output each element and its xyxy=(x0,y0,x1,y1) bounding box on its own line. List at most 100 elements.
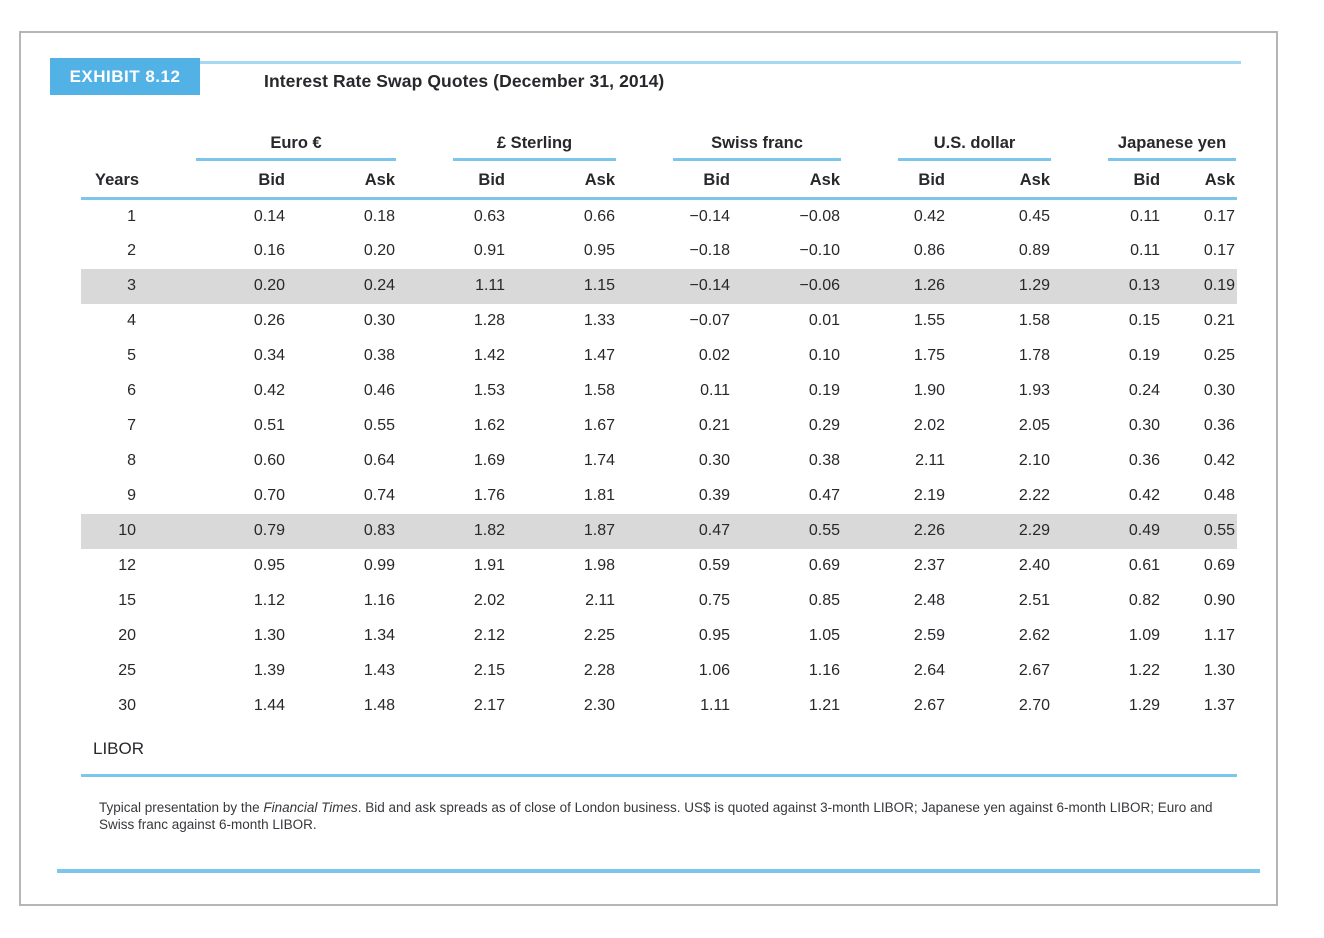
cell-value: 0.60 xyxy=(253,452,285,469)
group-header-3: Swiss franc xyxy=(617,133,842,162)
cell-value: 2.29 xyxy=(947,513,1053,549)
group-header-label: Japanese yen xyxy=(1108,134,1237,161)
cell-value: 0.49 xyxy=(1052,513,1163,549)
cell-value: 0.61 xyxy=(1128,557,1161,574)
cell-value: 1.48 xyxy=(363,697,396,714)
cell-year: 5 xyxy=(127,347,136,364)
cell-value: −0.14 xyxy=(617,268,733,304)
footnote-text-2: . Bid and ask spreads as of close of Lon… xyxy=(99,800,1213,832)
years-column-header: Years xyxy=(81,162,140,200)
cell-year: 9 xyxy=(127,487,136,504)
cell-value: 1.12 xyxy=(253,592,285,609)
bottom-rule xyxy=(57,869,1260,873)
cell-value: 0.30 xyxy=(1203,382,1236,399)
ask-column-header: Ask xyxy=(732,162,843,200)
cell-value: 1.09 xyxy=(1128,627,1161,644)
cell-value: 0.30 xyxy=(698,452,731,469)
cell-value: −0.06 xyxy=(732,268,843,304)
cell-value: 0.11 xyxy=(700,382,731,399)
cell-year: 6 xyxy=(127,382,136,399)
cell-value: 1.43 xyxy=(363,662,396,679)
cell-value: 0.91 xyxy=(473,242,506,259)
cell-value: 1.78 xyxy=(1018,347,1051,364)
cell-value: 0.19 xyxy=(1128,347,1161,364)
cell-value: 1.55 xyxy=(913,312,946,329)
cell-value: 2.17 xyxy=(473,697,506,714)
cell-value: 1.44 xyxy=(253,697,285,714)
footnote-source-name: Financial Times xyxy=(263,800,358,815)
ask-column-header: Ask xyxy=(287,162,398,200)
table-row: 4 0.26 0.30 1.28 1.33 −0.07 0.01 1.55 1.58 0.15 0.… xyxy=(81,304,1237,339)
table-row: 8 0.60 0.64 1.69 1.74 0.30 0.38 2.11 2.10 0.36 0.4… xyxy=(81,444,1237,479)
cell-value: 1.98 xyxy=(583,557,616,574)
ask-column-header: Ask xyxy=(507,162,618,200)
table-row: 30 1.44 1.48 2.17 2.30 1.11 1.21 2.67 2.70 1.29 1.… xyxy=(81,689,1237,724)
cell-value: 2.26 xyxy=(842,513,948,549)
cell-value: 0.63 xyxy=(473,207,506,225)
cell-value: 0.69 xyxy=(808,557,841,574)
cell-value: 1.11 xyxy=(700,697,731,714)
cell-value: 1.30 xyxy=(253,627,285,644)
cell-value: 1.37 xyxy=(1203,697,1236,714)
cell-value: 1.82 xyxy=(397,513,508,549)
cell-value: 1.29 xyxy=(947,268,1053,304)
cell-value: 0.70 xyxy=(253,487,285,504)
cell-value: 1.81 xyxy=(583,487,616,504)
cell-value: 0.64 xyxy=(363,452,396,469)
cell-value: 0.20 xyxy=(140,268,287,304)
cell-value: 2.59 xyxy=(913,627,946,644)
bid-column-header: Bid xyxy=(397,162,508,200)
cell-value: 1.28 xyxy=(473,312,506,329)
group-header-label: U.S. dollar xyxy=(898,134,1052,161)
cell-value: 0.36 xyxy=(1128,452,1161,469)
cell-value: 1.33 xyxy=(583,312,616,329)
cell-value: 0.11 xyxy=(1130,207,1161,225)
cell-value: 2.11 xyxy=(585,592,616,609)
cell-year: 15 xyxy=(118,592,136,609)
cell-value: 0.42 xyxy=(1128,487,1161,504)
cell-value: 2.37 xyxy=(913,557,946,574)
cell-value: 1.15 xyxy=(507,268,618,304)
group-header-5: Japanese yen xyxy=(1052,133,1237,162)
cell-value: 0.47 xyxy=(617,513,733,549)
cell-value: 2.64 xyxy=(913,662,946,679)
group-header-label: £ Sterling xyxy=(453,134,617,161)
cell-year: 20 xyxy=(118,627,136,644)
cell-value: 0.48 xyxy=(1203,487,1236,504)
cell-value: 2.19 xyxy=(913,487,946,504)
swap-table: Euro € £ Sterling Swiss franc U.S. dollar Ja… xyxy=(81,133,1238,777)
cell-value: 0.47 xyxy=(808,487,841,504)
table-row: 1 0.14 0.18 0.63 0.66 −0.14 −0.08 0.42 0.45 0.11 0… xyxy=(81,199,1237,234)
cell-value: 0.10 xyxy=(808,347,841,364)
cell-value: 0.66 xyxy=(583,207,616,225)
table-row: 2 0.16 0.20 0.91 0.95 −0.18 −0.10 0.86 0.89 0.11 0… xyxy=(81,234,1237,269)
cell-value: 2.25 xyxy=(583,627,616,644)
cell-value: 0.89 xyxy=(1018,242,1051,259)
cell-value: 0.21 xyxy=(1203,312,1236,329)
cell-year: 30 xyxy=(118,697,136,714)
cell-value: 0.99 xyxy=(363,557,396,574)
libor-label: LIBOR xyxy=(81,723,1238,777)
cell-value: 2.30 xyxy=(583,697,616,714)
cell-value: 0.16 xyxy=(253,242,285,259)
cell-value: 0.55 xyxy=(363,417,396,434)
group-header-label: Swiss franc xyxy=(673,134,842,161)
cell-value: 1.90 xyxy=(913,382,946,399)
exhibit-tag: EXHIBIT 8.12 xyxy=(50,58,200,95)
group-header-2: £ Sterling xyxy=(397,133,617,162)
cell-value: 0.24 xyxy=(287,268,398,304)
table-head: Euro € £ Sterling Swiss franc U.S. dollar Ja… xyxy=(81,133,1238,200)
header-rule xyxy=(200,61,1241,64)
cell-value: 1.22 xyxy=(1128,662,1161,679)
cell-value: −0.10 xyxy=(799,242,841,259)
cell-value: 2.12 xyxy=(473,627,506,644)
cell-value: 2.10 xyxy=(1018,452,1051,469)
cell-value: 2.67 xyxy=(1018,662,1051,679)
table-body: 1 0.14 0.18 0.63 0.66 −0.14 −0.08 0.42 0.45 0.11 0… xyxy=(81,199,1238,777)
cell-value: 2.15 xyxy=(473,662,506,679)
cell-value: 2.67 xyxy=(913,697,946,714)
cell-value: 1.87 xyxy=(507,513,618,549)
cell-value: 0.75 xyxy=(698,592,731,609)
cell-value: 0.30 xyxy=(1128,417,1161,434)
table-row: 7 0.51 0.55 1.62 1.67 0.21 0.29 2.02 2.05 0.30 0.3… xyxy=(81,409,1237,444)
